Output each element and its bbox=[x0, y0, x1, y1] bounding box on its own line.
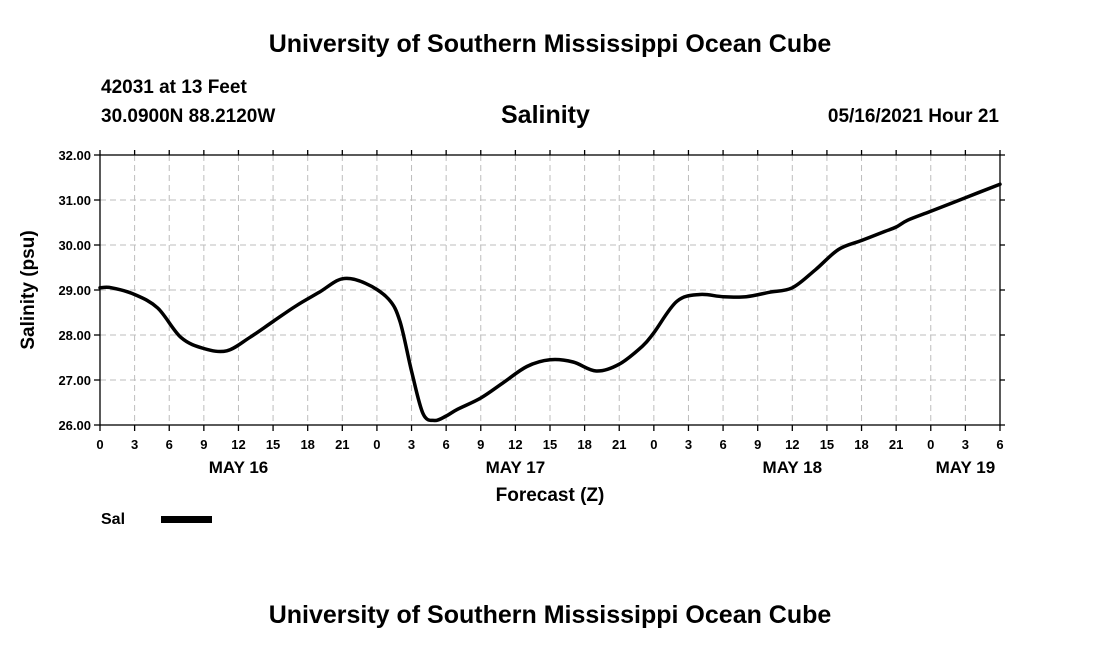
axes: 26.00 27.00 28.00 29.00 30.00 31.00 32.00 0 3 6 9 1… bbox=[18, 148, 1005, 506]
y-tick-label: 26.00 bbox=[58, 418, 91, 433]
x-tick-label: 3 bbox=[962, 437, 969, 452]
x-tick-label: 12 bbox=[508, 437, 522, 452]
x-tick-label: 12 bbox=[785, 437, 799, 452]
x-tick-label: 0 bbox=[373, 437, 380, 452]
x-tick-label: 6 bbox=[166, 437, 173, 452]
x-tick-label: 3 bbox=[408, 437, 415, 452]
x-tick-label: 15 bbox=[820, 437, 834, 452]
x-tick-label: 6 bbox=[443, 437, 450, 452]
y-tick-label: 30.00 bbox=[58, 238, 91, 253]
salinity-chart: 26.00 27.00 28.00 29.00 30.00 31.00 32.00 0 3 6 9 1… bbox=[18, 148, 1005, 506]
x-tick-label: 18 bbox=[300, 437, 314, 452]
y-tick-label: 32.00 bbox=[58, 148, 91, 163]
x-tick-label: 6 bbox=[996, 437, 1003, 452]
legend-line-swatch bbox=[161, 516, 212, 523]
x-tick-label: 0 bbox=[96, 437, 103, 452]
x-tick-label: 15 bbox=[266, 437, 280, 452]
x-tick-label: 3 bbox=[131, 437, 138, 452]
chart-subtitle: Salinity bbox=[501, 101, 590, 129]
day-label: MAY 18 bbox=[763, 458, 823, 477]
series bbox=[98, 182, 1002, 423]
coords-label: 30.0900N 88.2120W bbox=[101, 106, 276, 127]
date-label: 05/16/2021 Hour 21 bbox=[827, 106, 999, 127]
x-tick-label: 0 bbox=[927, 437, 934, 452]
x-tick-label: 9 bbox=[477, 437, 484, 452]
x-tick-label: 21 bbox=[612, 437, 626, 452]
y-tick-label: 28.00 bbox=[58, 328, 91, 343]
x-tick-label: 12 bbox=[231, 437, 245, 452]
y-tick-label: 31.00 bbox=[58, 193, 91, 208]
y-tick-label: 29.00 bbox=[58, 283, 91, 298]
y-tick-label: 27.00 bbox=[58, 373, 91, 388]
day-label: MAY 17 bbox=[486, 458, 546, 477]
x-tick-label: 18 bbox=[577, 437, 591, 452]
x-tick-label: 21 bbox=[889, 437, 903, 452]
x-tick-label: 9 bbox=[200, 437, 207, 452]
day-label: MAY 19 bbox=[936, 458, 996, 477]
x-tick-label: 3 bbox=[685, 437, 692, 452]
x-tick-label: 9 bbox=[754, 437, 761, 452]
x-tick-label: 18 bbox=[854, 437, 868, 452]
legend-label: Sal bbox=[101, 511, 126, 528]
x-tick-label: 0 bbox=[650, 437, 657, 452]
x-axis-label: Forecast (Z) bbox=[496, 485, 605, 506]
y-axis-label: Salinity (psu) bbox=[18, 230, 39, 349]
x-tick-label: 6 bbox=[719, 437, 726, 452]
chart-title-top: University of Southern Mississippi Ocean… bbox=[268, 30, 832, 58]
chart-title-bottom: University of Southern Mississippi Ocean… bbox=[268, 601, 832, 629]
grid bbox=[100, 155, 1000, 425]
day-label: MAY 16 bbox=[209, 458, 269, 477]
x-tick-label: 21 bbox=[335, 437, 349, 452]
station-label: 42031 at 13 Feet bbox=[101, 77, 247, 98]
series-line-sal bbox=[98, 182, 1002, 423]
x-tick-label: 15 bbox=[543, 437, 557, 452]
